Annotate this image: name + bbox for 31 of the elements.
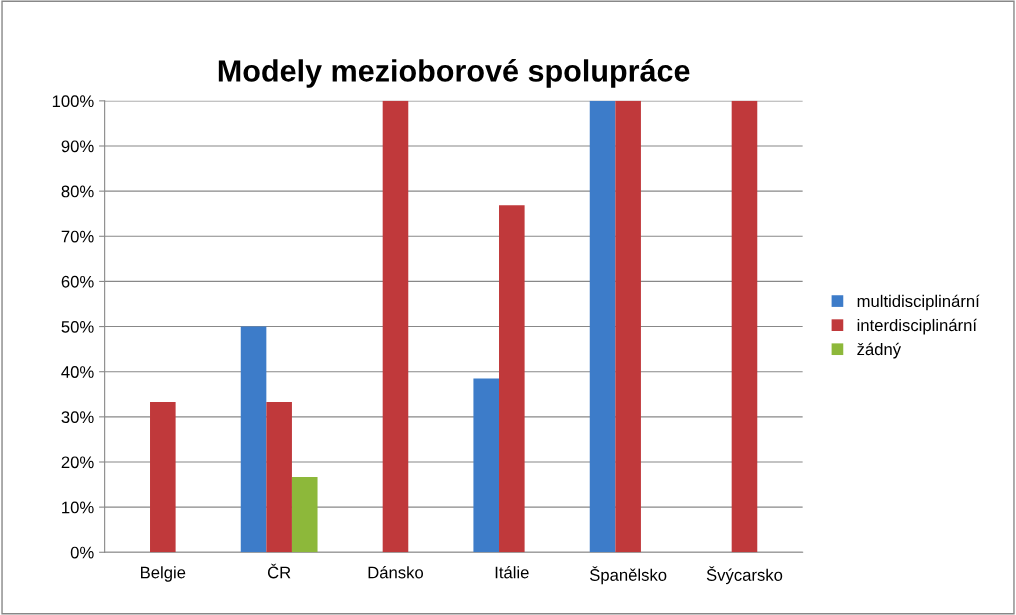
y-tick-label: 30% xyxy=(61,411,94,424)
bar xyxy=(382,100,409,553)
legend-label: interdisciplinární xyxy=(857,318,977,335)
y-tick-label: 70% xyxy=(61,230,94,243)
bar xyxy=(499,205,525,553)
y-tick-label: 20% xyxy=(61,456,94,469)
x-tick-label: Dánsko xyxy=(368,565,424,579)
bar xyxy=(240,326,267,553)
bar xyxy=(266,401,292,553)
legend-label: žádný xyxy=(857,342,902,359)
x-tick-label: Itálie xyxy=(495,565,529,579)
chart-title: Modely mezioborové spolupráce xyxy=(218,59,690,88)
legend-label: multidisciplinární xyxy=(857,294,980,311)
y-tick-label: 50% xyxy=(61,320,94,333)
x-tick-label: Švýcarsko xyxy=(706,566,783,585)
y-tick-label: 80% xyxy=(61,185,94,198)
bar xyxy=(589,100,616,553)
y-tick-label: 90% xyxy=(61,140,94,153)
bar xyxy=(731,100,758,553)
bar xyxy=(150,401,176,553)
y-tick-label: 100% xyxy=(52,95,94,108)
x-tick-label: ČR xyxy=(267,563,291,579)
bar xyxy=(473,378,500,553)
y-tick-label: 10% xyxy=(62,501,94,514)
x-tick-label: Španělsko xyxy=(589,566,667,585)
x-tick-label: Belgie xyxy=(141,566,186,582)
y-tick-label: 0% xyxy=(70,546,94,559)
bar xyxy=(615,100,641,553)
bar xyxy=(291,476,318,553)
y-tick-label: 40% xyxy=(61,366,94,378)
y-tick-label: 60% xyxy=(61,275,94,288)
